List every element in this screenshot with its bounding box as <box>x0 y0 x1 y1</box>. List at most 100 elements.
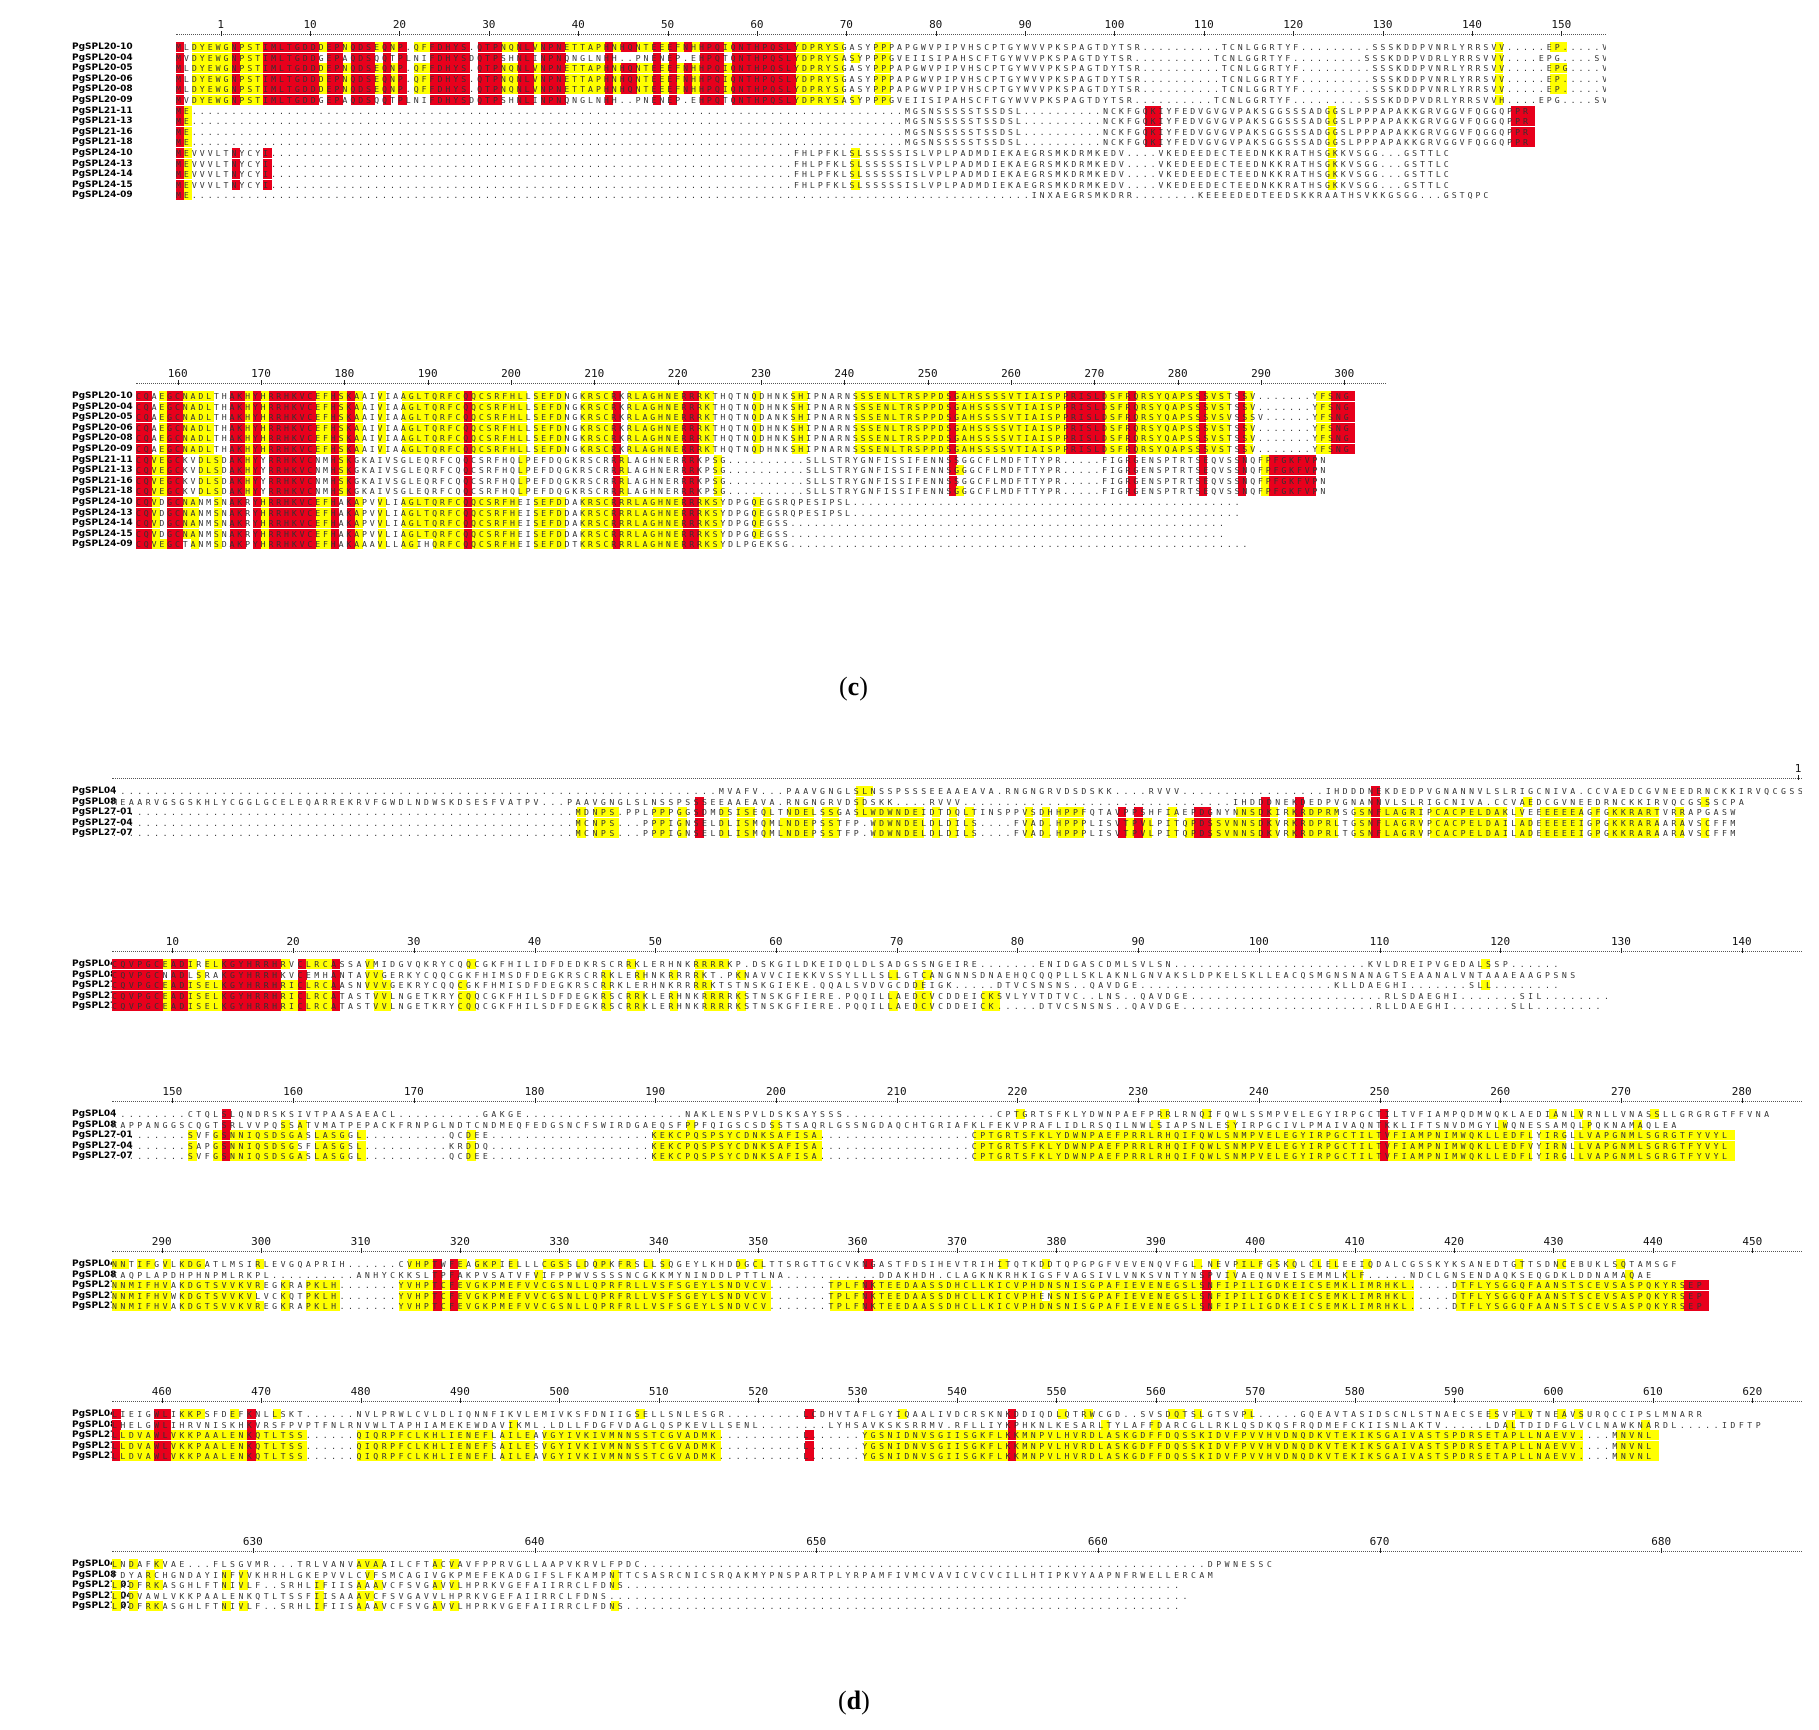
ruler-tick-mark <box>1177 380 1179 385</box>
identical-residue-highlight <box>292 422 301 433</box>
similar-residue-highlight <box>1167 433 1176 444</box>
identical-residue-highlight <box>1526 137 1535 148</box>
similar-residue-highlight <box>979 422 988 433</box>
similar-residue-highlight <box>448 391 457 401</box>
similar-residue-highlight <box>315 391 324 401</box>
ruler-tick-mark <box>844 380 846 385</box>
ruler-tick-label: 370 <box>947 1235 967 1248</box>
ruler-tick-mark <box>857 1248 859 1253</box>
identical-residue-highlight <box>271 73 280 84</box>
ruler-tick-mark <box>896 1098 898 1103</box>
sequence-residues: CQAEGCNADLTHAKHYHRRHKVCEFHSKAAIVIAAGLTQR… <box>136 412 1352 423</box>
panel-letter-d: d <box>846 1686 862 1715</box>
similar-residue-highlight <box>803 73 812 84</box>
similar-residue-highlight <box>1151 422 1160 433</box>
similar-residue-highlight <box>932 444 941 454</box>
similar-residue-highlight <box>835 63 844 74</box>
similar-residue-highlight <box>255 52 264 63</box>
similar-residue-highlight <box>198 401 207 412</box>
sequence-residues: MLDYEWGNPSTIMLTGDDDEPNQDSEQNP.QFFDHYS.QT… <box>176 42 1606 52</box>
identical-residue-highlight <box>136 422 145 433</box>
identical-residue-highlight <box>143 433 152 444</box>
identical-residue-highlight <box>628 84 638 95</box>
identical-residue-highlight <box>708 42 717 52</box>
similar-residue-highlight <box>803 95 812 105</box>
similar-residue-highlight <box>932 391 941 401</box>
similar-residue-highlight <box>667 444 676 454</box>
similar-residue-highlight <box>792 422 801 433</box>
identical-residue-highlight <box>652 84 661 95</box>
ruler-tick-label: 300 <box>251 1235 272 1248</box>
identical-residue-highlight <box>787 63 796 74</box>
similar-residue-highlight <box>835 95 844 105</box>
similar-residue-highlight <box>1057 412 1066 423</box>
sequence-residues: CQVPGCEADIRELKGYHRRHRVCLRCASSAVMIDGVQKRY… <box>112 959 1562 969</box>
alignment-row: PgSPL08 CQVPGCNADLSRAKGYHRRHKVCEMHANTAVVG… <box>0 969 1819 980</box>
similar-residue-highlight <box>1221 401 1231 412</box>
similar-residue-highlight <box>917 433 926 444</box>
similar-residue-highlight <box>901 401 910 412</box>
similar-residue-highlight <box>940 444 949 454</box>
similar-residue-highlight <box>1327 105 1337 116</box>
similar-residue-highlight <box>1245 412 1254 423</box>
similar-residue-highlight <box>247 63 256 74</box>
similar-residue-highlight <box>604 401 613 412</box>
similar-residue-highlight <box>878 412 887 423</box>
ruler-tick-mark <box>756 31 758 36</box>
identical-residue-highlight <box>331 391 340 401</box>
similar-residue-highlight <box>354 444 363 454</box>
similar-residue-highlight <box>565 63 574 74</box>
identical-residue-highlight <box>1081 412 1090 423</box>
similar-residue-highlight <box>374 42 383 52</box>
identical-residue-highlight <box>366 95 375 105</box>
ruler-tick-mark <box>1379 1548 1381 1553</box>
identical-residue-highlight <box>175 422 184 433</box>
similar-residue-highlight <box>1327 126 1337 137</box>
similar-residue-highlight <box>987 444 996 454</box>
identical-residue-highlight <box>1089 401 1098 412</box>
similar-residue-highlight <box>835 84 844 95</box>
identical-residue-highlight <box>268 412 277 423</box>
sequence-name: PgSPL20-09 <box>72 95 133 105</box>
sequence-name: PgSPL20-09 <box>72 444 133 454</box>
similar-residue-highlight <box>198 444 207 454</box>
similar-residue-highlight <box>827 73 836 84</box>
similar-residue-highlight <box>198 433 207 444</box>
ruler-tick-label: 240 <box>834 367 855 380</box>
similar-residue-highlight <box>432 391 441 401</box>
identical-residue-highlight <box>493 73 502 84</box>
identical-residue-highlight <box>295 42 304 52</box>
identical-residue-highlight <box>176 84 185 95</box>
similar-residue-highlight <box>979 391 988 401</box>
ruler-tick-mark <box>1155 1248 1157 1253</box>
similar-residue-highlight <box>660 73 669 84</box>
identical-residue-highlight <box>167 433 176 444</box>
similar-residue-highlight <box>206 401 215 412</box>
ruler-tick-mark <box>1056 1248 1058 1253</box>
similar-residue-highlight <box>448 433 457 444</box>
similar-residue-highlight <box>199 84 209 95</box>
similar-residue-highlight <box>319 42 328 52</box>
sequence-residues: .........SVFGSNNIQSDSGASLASGGL..........… <box>112 1130 1731 1141</box>
sequence-residues: LHELGWLIHRVNISKHKVRSFPVPTFNLRNVWLTAPHIAM… <box>112 1419 1765 1430</box>
identical-residue-highlight <box>167 391 176 401</box>
similar-residue-highlight <box>1327 179 1337 190</box>
identical-residue-highlight <box>167 401 176 412</box>
ruler-tick-label: 180 <box>524 1085 545 1098</box>
similar-residue-highlight <box>1018 391 1027 401</box>
similar-residue-highlight <box>354 401 363 412</box>
similar-residue-highlight <box>1018 401 1027 412</box>
similar-residue-highlight <box>827 42 836 52</box>
similar-residue-highlight <box>534 422 543 433</box>
similar-residue-highlight <box>401 401 410 412</box>
similar-residue-highlight <box>557 444 566 454</box>
identical-residue-highlight <box>690 412 699 423</box>
similar-residue-highlight <box>964 401 973 412</box>
alignment-row: PgSPL27-01 .........SVFGSNNIQSDSGASLASGGL… <box>0 1130 1819 1141</box>
identical-residue-highlight <box>477 52 487 63</box>
identical-residue-highlight <box>446 63 455 74</box>
similar-residue-highlight <box>792 401 801 412</box>
identical-residue-highlight <box>175 412 184 423</box>
similar-residue-highlight <box>886 433 895 444</box>
ruler-tick-mark <box>677 380 679 385</box>
